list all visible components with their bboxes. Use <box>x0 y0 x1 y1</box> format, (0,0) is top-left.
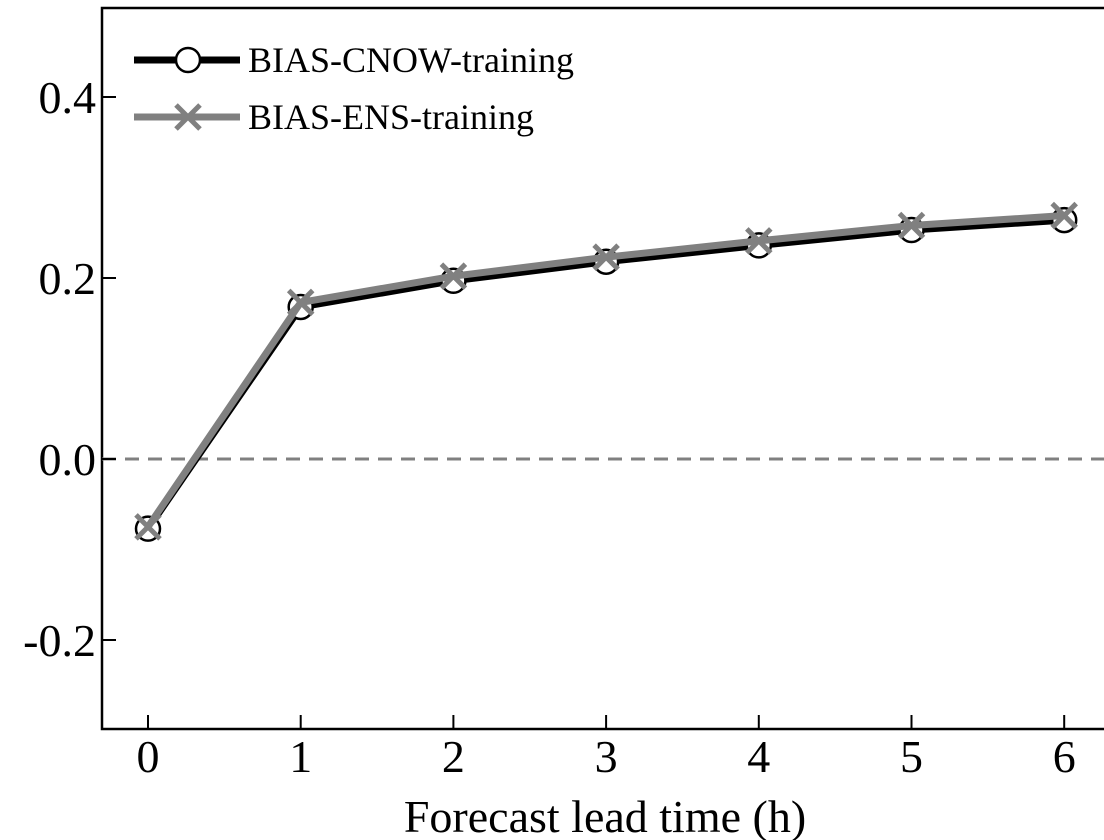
legend-item: BIAS-CNOW-training <box>134 40 574 80</box>
x-axis-title: Forecast lead time (h) <box>404 791 806 840</box>
data-point <box>1050 206 1078 234</box>
x-tick-label: 2 <box>442 731 465 782</box>
x-tick-label: 0 <box>137 731 160 782</box>
x-tick-label: 1 <box>289 731 312 782</box>
legend-label: BIAS-ENS-training <box>248 97 534 137</box>
x-tick-label: 5 <box>900 731 923 782</box>
legend-marker <box>174 46 202 74</box>
x-tick-label: 6 <box>1053 731 1076 782</box>
data-point <box>745 227 773 255</box>
data-point <box>439 262 468 290</box>
series-layer <box>134 201 1078 542</box>
data-point <box>897 211 926 240</box>
x-tick-label: 3 <box>595 731 618 782</box>
y-axis: -0.2 0.0 0.2 0.4 <box>23 72 116 666</box>
data-point <box>134 513 162 541</box>
y-tick-label: -0.2 <box>23 615 96 666</box>
y-tick-label: 0.2 <box>39 253 97 304</box>
y-tick-label: 0.0 <box>39 434 97 485</box>
data-point <box>1050 201 1078 230</box>
legend: BIAS-CNOW-training BIAS-ENS-training <box>134 40 574 137</box>
legend-label: BIAS-CNOW-training <box>248 40 574 80</box>
y-tick-label: 0.4 <box>39 72 97 123</box>
data-point <box>286 288 315 317</box>
data-point <box>592 243 620 271</box>
legend-marker <box>174 103 202 131</box>
x-tick-label: 4 <box>747 731 770 782</box>
series-2 <box>134 201 1078 541</box>
legend-item: BIAS-ENS-training <box>134 97 534 137</box>
x-axis: 0 1 2 3 4 5 6 <box>137 715 1076 782</box>
plot-area <box>100 6 1104 731</box>
